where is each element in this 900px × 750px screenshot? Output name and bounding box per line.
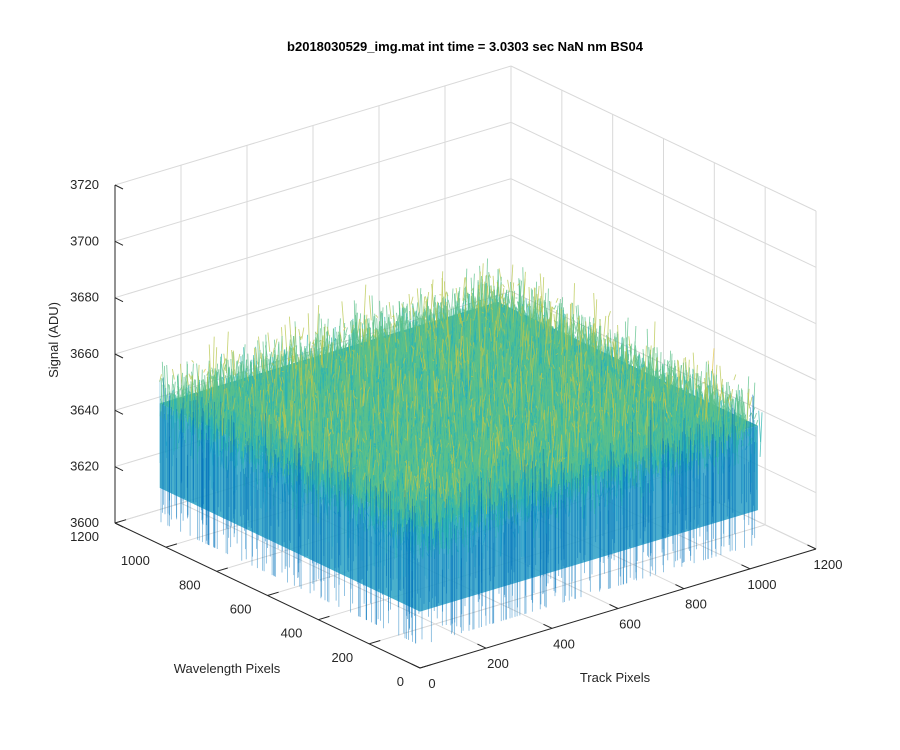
- wall-grid-line: [510, 65, 817, 212]
- y-tick-label: 1000: [121, 553, 150, 568]
- x-tick-label: 1000: [748, 577, 777, 592]
- x-tick: [675, 584, 685, 590]
- z-tick: [114, 353, 124, 359]
- z-tick: [114, 522, 124, 528]
- wall-grid-line: [114, 234, 512, 355]
- z-tick: [114, 409, 124, 415]
- y-tick-label: 600: [230, 602, 252, 617]
- z-tick-label: 3600: [70, 515, 99, 530]
- x-tick: [741, 564, 751, 570]
- z-tick: [114, 466, 124, 472]
- z-tick-label: 3700: [70, 233, 99, 248]
- surface-edge-spikes: [159, 377, 757, 644]
- x-tick-label: 0: [428, 676, 435, 691]
- y-tick-label: 0: [397, 674, 404, 689]
- chart-title: b2018030529_img.mat int time = 3.0303 se…: [287, 39, 644, 54]
- x-tick: [543, 623, 553, 629]
- wall-grid-line: [114, 121, 512, 242]
- y-tick: [267, 591, 279, 596]
- wall-grid-line: [114, 65, 512, 186]
- z-tick-label: 3680: [70, 290, 99, 305]
- y-axis-label: Wavelength Pixels: [174, 661, 281, 676]
- x-tick-label: 1200: [814, 557, 843, 572]
- x-axis-label: Track Pixels: [580, 670, 651, 685]
- y-tick-label: 1200: [70, 529, 99, 544]
- y-tick: [318, 615, 330, 621]
- y-tick: [114, 519, 127, 524]
- wall-grid-line: [114, 178, 512, 299]
- y-tick: [216, 567, 228, 572]
- x-tick-label: 800: [685, 597, 707, 612]
- surface-plot: [159, 258, 763, 644]
- wall-grid-line: [510, 121, 817, 268]
- z-axis-label: Signal (ADU): [46, 302, 61, 378]
- x-tick: [807, 544, 817, 550]
- floor-grid-line: [369, 524, 766, 645]
- x-tick: [411, 663, 421, 669]
- x-tick-label: 200: [487, 656, 509, 671]
- z-tick-label: 3720: [70, 177, 99, 192]
- surface-spikes: [159, 258, 763, 565]
- y-tick-label: 400: [281, 626, 303, 641]
- z-tick-label: 3620: [70, 459, 99, 474]
- z-tick: [114, 297, 124, 303]
- wall-grid-line: [510, 234, 817, 381]
- z-tick-label: 3660: [70, 346, 99, 361]
- x-tick: [477, 643, 487, 649]
- y-tick-label: 200: [331, 650, 353, 665]
- y-tick: [419, 664, 432, 669]
- y-tick-label: 800: [179, 577, 201, 592]
- z-tick-label: 3640: [70, 402, 99, 417]
- wall-grid-line: [510, 178, 817, 325]
- z-tick: [114, 240, 124, 246]
- y-tick: [165, 543, 178, 548]
- x-tick-label: 400: [553, 636, 575, 651]
- y-tick: [369, 640, 381, 645]
- axes: 0 200 400 600 800 1000 1200 0 200 400 600 800 1000 12…: [70, 177, 842, 691]
- x-tick: [609, 603, 619, 609]
- z-tick: [114, 184, 124, 190]
- x-tick-label: 600: [619, 617, 641, 632]
